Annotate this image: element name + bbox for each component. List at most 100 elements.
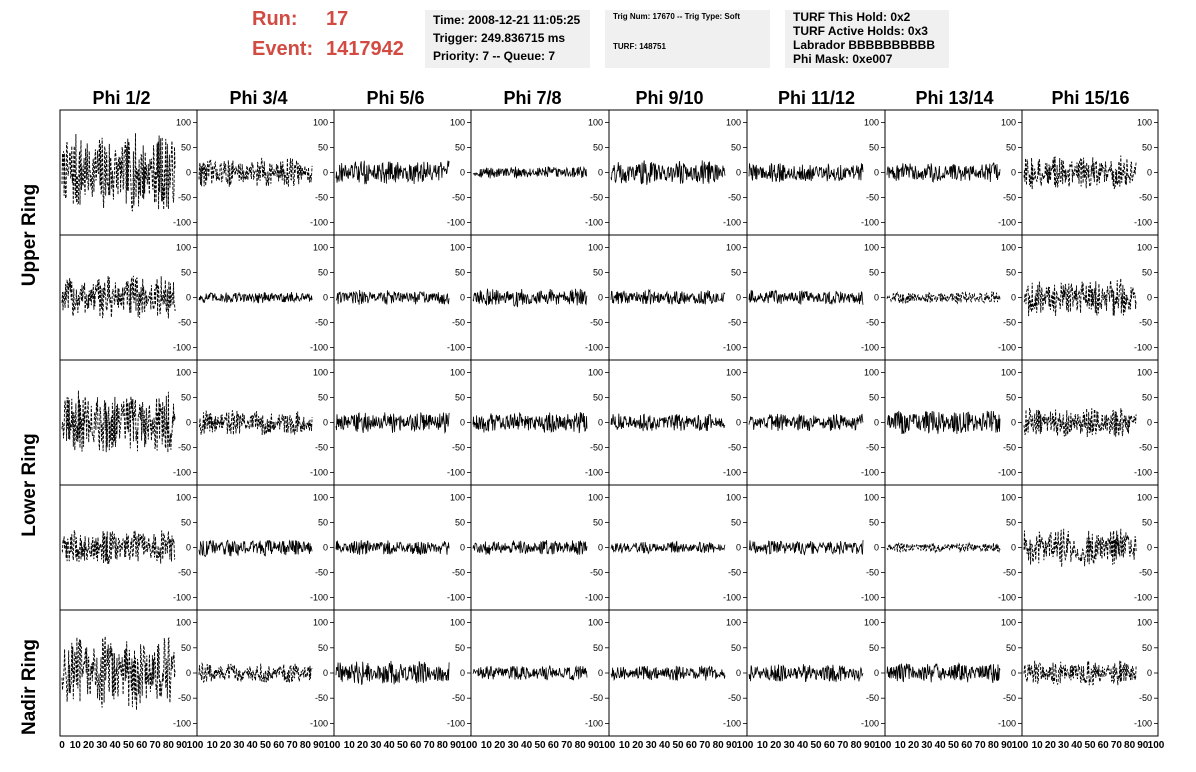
y-tick-label: -50 bbox=[866, 443, 879, 453]
column-title-phi-5-6: Phi 5/6 bbox=[366, 88, 425, 108]
x-tick-label: 100 bbox=[1012, 740, 1029, 751]
column-title-phi-1-2: Phi 1/2 bbox=[92, 88, 151, 108]
y-tick-label: -100 bbox=[173, 593, 191, 603]
y-tick-label: 0 bbox=[1147, 293, 1152, 303]
y-tick-label: 0 bbox=[598, 543, 603, 553]
y-tick-label: 0 bbox=[1147, 418, 1152, 428]
y-tick-label: 100 bbox=[588, 118, 603, 128]
y-tick-label: -50 bbox=[452, 318, 465, 328]
y-tick-label: 50 bbox=[593, 393, 603, 403]
waveform-panel: 100 50 0 -50 -100 bbox=[1021, 234, 1159, 361]
y-tick-label: 0 bbox=[1011, 168, 1016, 178]
y-tick-label: 0 bbox=[186, 418, 191, 428]
x-tick-label: 50 bbox=[397, 740, 409, 751]
y-tick-label: -50 bbox=[452, 193, 465, 203]
phi-mask-text: Phi Mask: 0xe007 bbox=[793, 52, 893, 66]
waveform-trace bbox=[610, 413, 726, 432]
x-tick-label: 10 bbox=[70, 740, 82, 751]
y-tick-label: 100 bbox=[1001, 618, 1016, 628]
y-tick-label: -100 bbox=[310, 343, 328, 353]
y-tick-label: 0 bbox=[736, 668, 741, 678]
y-tick-label: 0 bbox=[874, 543, 879, 553]
x-tick-label: 20 bbox=[632, 740, 644, 751]
waveform-trace bbox=[748, 664, 864, 683]
panel-frame bbox=[1021, 234, 1159, 361]
y-tick-label: 0 bbox=[1011, 543, 1016, 553]
x-tick-label: 10 bbox=[757, 740, 769, 751]
y-tick-label: 100 bbox=[313, 118, 328, 128]
y-tick-label: 50 bbox=[1142, 393, 1152, 403]
y-tick-label: -100 bbox=[310, 718, 328, 728]
waveform-trace bbox=[610, 288, 726, 305]
y-tick-label: -50 bbox=[1003, 568, 1016, 578]
waveform-trace bbox=[472, 665, 588, 681]
y-tick-label: 0 bbox=[598, 293, 603, 303]
y-tick-label: 50 bbox=[181, 518, 191, 528]
y-tick-label: -100 bbox=[173, 468, 191, 478]
y-tick-label: -50 bbox=[452, 443, 465, 453]
time-info-panel: Time: 2008-12-21 11:05:25 Trigger: 249.8… bbox=[425, 10, 590, 68]
y-tick-label: -50 bbox=[590, 568, 603, 578]
x-tick-label: 60 bbox=[548, 740, 560, 751]
x-tick-label: 20 bbox=[494, 740, 506, 751]
x-tick-label: 0 bbox=[59, 740, 65, 751]
run-label: Run: bbox=[252, 8, 298, 30]
y-tick-label: -100 bbox=[585, 468, 603, 478]
y-tick-label: 100 bbox=[1137, 118, 1152, 128]
waveform-trace bbox=[886, 162, 1001, 183]
y-tick-label: 100 bbox=[588, 618, 603, 628]
y-tick-label: 0 bbox=[874, 418, 879, 428]
y-tick-label: 0 bbox=[1011, 418, 1016, 428]
y-tick-label: 0 bbox=[598, 168, 603, 178]
y-tick-label: 0 bbox=[323, 293, 328, 303]
waveform-trace bbox=[610, 540, 726, 555]
labrador-text: Labrador BBBBBBBBBB bbox=[793, 38, 936, 52]
y-tick-label: 50 bbox=[1006, 643, 1016, 653]
waveform-trace bbox=[61, 390, 176, 453]
waveform-trace bbox=[1023, 660, 1137, 686]
y-tick-label: 50 bbox=[181, 268, 191, 278]
y-tick-label: 0 bbox=[1011, 668, 1016, 678]
waveform-panel: 100 50 0 -50 -100 bbox=[884, 234, 1023, 361]
y-tick-label: 50 bbox=[731, 268, 741, 278]
waveform-trace bbox=[472, 166, 588, 179]
turf-hold-text: TURF This Hold: 0x2 bbox=[793, 10, 911, 24]
y-tick-label: -100 bbox=[447, 718, 465, 728]
x-tick-label: 20 bbox=[357, 740, 369, 751]
y-tick-label: -100 bbox=[998, 343, 1016, 353]
x-tick-label: 30 bbox=[784, 740, 796, 751]
y-tick-label: -50 bbox=[178, 318, 191, 328]
y-tick-label: 0 bbox=[1011, 293, 1016, 303]
y-tick-label: -100 bbox=[1134, 218, 1152, 228]
y-tick-label: -100 bbox=[447, 593, 465, 603]
y-tick-label: 50 bbox=[869, 393, 879, 403]
y-tick-label: 0 bbox=[323, 668, 328, 678]
y-tick-label: -100 bbox=[585, 343, 603, 353]
y-tick-label: 50 bbox=[1006, 268, 1016, 278]
y-tick-label: 50 bbox=[318, 518, 328, 528]
waveform-trace bbox=[472, 412, 588, 434]
y-tick-label: -50 bbox=[1139, 443, 1152, 453]
waveform-panel: 100 50 0 -50 -100 bbox=[333, 484, 472, 611]
y-tick-label: 50 bbox=[1142, 268, 1152, 278]
turf-text: TURF: 148751 bbox=[613, 42, 666, 51]
y-tick-label: 100 bbox=[313, 618, 328, 628]
y-tick-label: 50 bbox=[455, 268, 465, 278]
waveform-trace bbox=[1023, 528, 1137, 568]
waveform-trace bbox=[198, 157, 313, 187]
y-tick-label: 0 bbox=[460, 668, 465, 678]
y-tick-label: 50 bbox=[731, 643, 741, 653]
y-tick-label: 100 bbox=[588, 493, 603, 503]
y-tick-label: -100 bbox=[723, 718, 741, 728]
waveform-panel: 100 50 0 -50 -100 bbox=[608, 484, 748, 611]
trig-info-panel: Trig Num: 17670 -- Trig Type: Soft TURF:… bbox=[605, 10, 770, 68]
waveform-panel: 100 50 0 -50 -100 bbox=[746, 234, 886, 361]
x-tick-label: 80 bbox=[1124, 740, 1136, 751]
run-line: Run: 17 bbox=[252, 8, 348, 31]
waveform-trace bbox=[61, 530, 176, 564]
y-tick-label: 50 bbox=[593, 518, 603, 528]
x-tick-label: 70 bbox=[1111, 740, 1123, 751]
waveform-panel: 100 50 0 -50 -100 bbox=[59, 109, 198, 236]
column-title-phi-3-4: Phi 3/4 bbox=[229, 88, 288, 108]
x-tick-label: 90 bbox=[176, 740, 188, 751]
